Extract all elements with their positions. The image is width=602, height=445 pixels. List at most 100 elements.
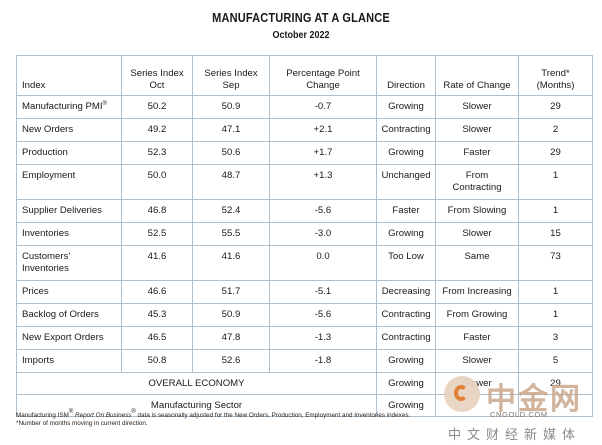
series-index-oct-cell: 46.5 bbox=[121, 326, 193, 350]
direction-cell: Decreasing bbox=[376, 280, 436, 304]
direction-cell: Too Low bbox=[376, 245, 436, 281]
series-index-sep-cell: 47.8 bbox=[192, 326, 270, 350]
direction-cell: Contracting bbox=[376, 118, 436, 142]
rate-of-change-cell: Faster bbox=[435, 141, 519, 165]
rate-of-change-cell: Slower bbox=[435, 222, 519, 246]
rate-of-change-cell: Slower bbox=[435, 118, 519, 142]
index-name-cell: New Export Orders bbox=[16, 326, 122, 350]
point-change-cell: -1.8 bbox=[269, 349, 377, 373]
trend-months-cell: 1 bbox=[518, 164, 593, 200]
series-index-sep-cell: 41.6 bbox=[192, 245, 270, 281]
rate-of-change-cell: From Contracting bbox=[435, 164, 519, 200]
direction-cell: Faster bbox=[376, 199, 436, 223]
header-rate: Rate of Change bbox=[435, 55, 519, 96]
series-index-oct-cell: 50.0 bbox=[121, 164, 193, 200]
rate-of-change-cell: Slower bbox=[435, 372, 519, 395]
header-direction: Direction bbox=[376, 55, 436, 96]
trend-months-cell: 3 bbox=[518, 326, 593, 350]
rate-of-change-cell: From Increasing bbox=[435, 280, 519, 304]
header-index: Index bbox=[16, 55, 122, 96]
series-index-oct-cell: 49.2 bbox=[121, 118, 193, 142]
table-row: New Orders 49.2 47.1 +2.1 Contracting Slower 2 bbox=[16, 118, 593, 142]
series-index-oct-cell: 46.8 bbox=[121, 199, 193, 223]
header-change: Percentage Point Change bbox=[269, 55, 377, 96]
rate-of-change-cell: From Growing bbox=[435, 303, 519, 327]
summary-label-cell: Manufacturing Sector bbox=[16, 394, 377, 417]
direction-cell: Growing bbox=[376, 95, 436, 119]
series-index-sep-cell: 55.5 bbox=[192, 222, 270, 246]
rate-of-change-cell: Slower bbox=[435, 349, 519, 373]
direction-cell: Growing bbox=[376, 222, 436, 246]
footnote: Manufacturing ISM® Report On Business® d… bbox=[16, 409, 411, 428]
series-index-sep-cell: 48.7 bbox=[192, 164, 270, 200]
table-header-row: Index Series Index Oct Series Index Sep Pe… bbox=[16, 55, 593, 96]
table-row: Backlog of Orders 45.3 50.9 -5.6 Contracting… bbox=[16, 303, 593, 327]
rate-of-change-cell: Same bbox=[435, 245, 519, 281]
series-index-sep-cell: 47.1 bbox=[192, 118, 270, 142]
point-change-cell: -0.7 bbox=[269, 95, 377, 119]
rate-of-change-cell: From Slowing bbox=[435, 199, 519, 223]
point-change-cell: -5.6 bbox=[269, 303, 377, 327]
summary-label-cell: OVERALL ECONOMY bbox=[16, 372, 377, 395]
trend-months-cell: 1 bbox=[518, 303, 593, 327]
point-change-cell: -5.1 bbox=[269, 280, 377, 304]
direction-cell: Unchanged bbox=[376, 164, 436, 200]
page-subtitle: October 2022 bbox=[272, 30, 330, 41]
trend-months-cell: 2 bbox=[518, 118, 593, 142]
summary-row: OVERALL ECONOMY Growing Slower 29 bbox=[16, 372, 593, 395]
point-change-cell: +2.1 bbox=[269, 118, 377, 142]
table-row: Manufacturing PMI® 50.2 50.9 -0.7 Growing Slo… bbox=[16, 95, 593, 119]
index-name-cell: Inventories bbox=[16, 222, 122, 246]
footnote-line-2: *Number of months moving in current dire… bbox=[16, 420, 148, 427]
point-change-cell: -1.3 bbox=[269, 326, 377, 350]
direction-cell: Contracting bbox=[376, 326, 436, 350]
header-trend: Trend* (Months) bbox=[518, 55, 593, 96]
trend-months-cell: 29 bbox=[518, 141, 593, 165]
header-oct: Series Index Oct bbox=[121, 55, 193, 96]
point-change-cell: +1.7 bbox=[269, 141, 377, 165]
direction-cell: Growing bbox=[376, 141, 436, 165]
point-change-cell: -5.6 bbox=[269, 199, 377, 223]
series-index-sep-cell: 52.4 bbox=[192, 199, 270, 223]
index-name-cell: Manufacturing PMI® bbox=[16, 95, 122, 119]
table-row: Supplier Deliveries 46.8 52.4 -5.6 Faster Fro… bbox=[16, 199, 593, 223]
series-index-sep-cell: 51.7 bbox=[192, 280, 270, 304]
footnote-line-1: Manufacturing ISM® Report On Business® d… bbox=[16, 409, 411, 419]
series-index-oct-cell: 50.2 bbox=[121, 95, 193, 119]
index-name-cell: Employment bbox=[16, 164, 122, 200]
point-change-cell: -3.0 bbox=[269, 222, 377, 246]
page-title: MANUFACTURING AT A GLANCE bbox=[212, 11, 390, 25]
trend-months-cell: 29 bbox=[518, 372, 593, 395]
series-index-sep-cell: 52.6 bbox=[192, 349, 270, 373]
point-change-cell: 0.0 bbox=[269, 245, 377, 281]
series-index-oct-cell: 52.5 bbox=[121, 222, 193, 246]
trend-months-cell bbox=[518, 394, 593, 417]
table-row: Production 52.3 50.6 +1.7 Growing Faster 29 bbox=[16, 141, 593, 165]
trend-months-cell: 15 bbox=[518, 222, 593, 246]
header-sep: Series Index Sep bbox=[192, 55, 270, 96]
index-name-cell: Customers' Inventories bbox=[16, 245, 122, 281]
series-index-sep-cell: 50.9 bbox=[192, 95, 270, 119]
point-change-cell: +1.3 bbox=[269, 164, 377, 200]
trend-months-cell: 5 bbox=[518, 349, 593, 373]
index-name-cell: Prices bbox=[16, 280, 122, 304]
rate-of-change-cell: Slower bbox=[435, 95, 519, 119]
watermark-tagline: 中文财经新媒体 bbox=[448, 428, 582, 443]
series-index-oct-cell: 46.6 bbox=[121, 280, 193, 304]
trend-months-cell: 1 bbox=[518, 199, 593, 223]
rate-of-change-cell bbox=[435, 394, 519, 417]
index-name-cell: Imports bbox=[16, 349, 122, 373]
series-index-oct-cell: 50.8 bbox=[121, 349, 193, 373]
direction-cell: Growing bbox=[376, 394, 436, 417]
table-row: Prices 46.6 51.7 -5.1 Decreasing From Increas… bbox=[16, 280, 593, 304]
table-row: New Export Orders 46.5 47.8 -1.3 Contracting… bbox=[16, 326, 593, 350]
index-name-cell: New Orders bbox=[16, 118, 122, 142]
series-index-oct-cell: 41.6 bbox=[121, 245, 193, 281]
direction-cell: Growing bbox=[376, 349, 436, 373]
index-name-cell: Production bbox=[16, 141, 122, 165]
manufacturing-table: Index Series Index Oct Series Index Sep Pe… bbox=[16, 55, 593, 417]
direction-cell: Contracting bbox=[376, 303, 436, 327]
trend-months-cell: 1 bbox=[518, 280, 593, 304]
series-index-sep-cell: 50.9 bbox=[192, 303, 270, 327]
series-index-oct-cell: 45.3 bbox=[121, 303, 193, 327]
